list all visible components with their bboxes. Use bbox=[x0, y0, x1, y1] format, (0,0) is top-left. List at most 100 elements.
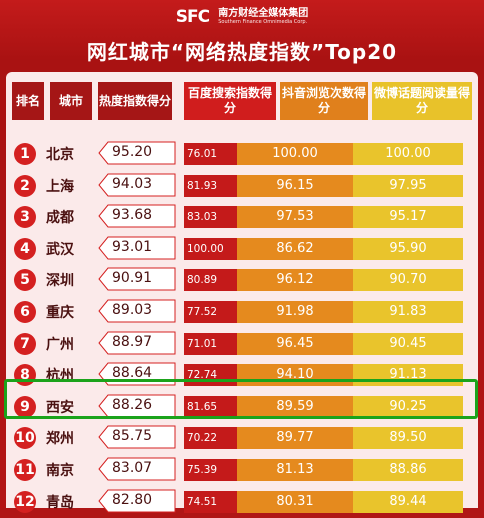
page-title: 网红城市“网络热度指数”Top20 bbox=[86, 40, 398, 64]
city-name: 北京 bbox=[46, 147, 74, 163]
baidu-score-bar: 81.93 bbox=[184, 174, 237, 197]
logo-name-en: Southern Finance Omnimedia Corp. bbox=[218, 19, 308, 25]
baidu-score-bar: 74.51 bbox=[184, 490, 237, 513]
weibo-score-bar: 91.83 bbox=[353, 301, 463, 323]
douyin-score-bar: 97.53 bbox=[237, 206, 353, 229]
city-name: 深圳 bbox=[46, 273, 74, 290]
weibo-score-bar: 90.25 bbox=[353, 395, 463, 418]
weibo-score-bar: 89.44 bbox=[353, 490, 463, 513]
table-header: 排名 城市 热度指数得分 百度搜索指数得分 抖音浏览次数得分 微博话题阅读量得分 bbox=[6, 72, 478, 130]
heat-score-tag: 93.68 bbox=[98, 204, 176, 228]
heat-score: 85.75 bbox=[112, 428, 153, 445]
baidu-score-bar: 77.52 bbox=[184, 301, 237, 323]
header-city: 城市 bbox=[50, 82, 92, 120]
table-row: 1 北京 95.20 76.01 100.00 100.00 bbox=[6, 138, 478, 170]
sfc-logo: SFC 南方财经全媒体集团 Southern Finance Omnimedia… bbox=[0, 6, 484, 27]
header-baidu-score: 百度搜索指数得分 bbox=[184, 82, 276, 120]
table-row: 2 上海 94.03 81.93 96.15 97.95 bbox=[6, 170, 478, 202]
douyin-score-bar: 86.62 bbox=[237, 237, 353, 260]
rank-badge: 5 bbox=[14, 269, 36, 292]
rank-badge: 6 bbox=[14, 301, 36, 323]
city-name: 郑州 bbox=[46, 431, 74, 448]
weibo-score-bar: 97.95 bbox=[353, 174, 463, 197]
rank-badge: 7 bbox=[14, 332, 36, 355]
header-rank: 排名 bbox=[12, 82, 44, 120]
douyin-score-bar: 96.15 bbox=[237, 174, 353, 197]
weibo-score-bar: 90.70 bbox=[353, 269, 463, 292]
baidu-score-bar: 81.65 bbox=[184, 395, 237, 418]
tag-outline-icon bbox=[98, 267, 176, 291]
baidu-score-bar: 76.01 bbox=[184, 143, 237, 165]
table-row: 3 成都 93.68 83.03 97.53 95.17 bbox=[6, 201, 478, 233]
header-weibo-score: 微博话题阅读量得分 bbox=[372, 82, 472, 120]
ranking-table: 排名 城市 热度指数得分 百度搜索指数得分 抖音浏览次数得分 微博话题阅读量得分… bbox=[6, 72, 478, 513]
tag-outline-icon bbox=[98, 173, 176, 197]
tag-outline-icon bbox=[98, 425, 176, 449]
douyin-score-bar: 96.12 bbox=[237, 269, 353, 292]
heat-score: 94.03 bbox=[112, 175, 153, 192]
heat-score-tag: 95.20 bbox=[98, 141, 176, 165]
heat-score-tag: 88.97 bbox=[98, 331, 176, 355]
table-row: 9 西安 88.26 81.65 89.59 90.25 bbox=[6, 391, 478, 423]
douyin-score-bar: 80.31 bbox=[237, 490, 353, 513]
logo-mark: SFC bbox=[175, 6, 210, 27]
table-row: 4 武汉 93.01 100.00 86.62 95.90 bbox=[6, 233, 478, 265]
logo-name-cn: 南方财经全媒体集团 bbox=[218, 8, 309, 19]
heat-score: 90.91 bbox=[112, 270, 153, 287]
weibo-score-bar: 95.17 bbox=[353, 206, 463, 229]
baidu-score-bar: 70.22 bbox=[184, 427, 237, 450]
rank-badge: 1 bbox=[14, 143, 36, 165]
douyin-score-bar: 100.00 bbox=[237, 143, 353, 165]
tag-outline-icon bbox=[98, 204, 176, 228]
heat-score-tag: 89.03 bbox=[98, 299, 176, 323]
table-row: 5 深圳 90.91 80.89 96.12 90.70 bbox=[6, 264, 478, 296]
heat-score: 88.26 bbox=[112, 396, 153, 413]
city-name: 青岛 bbox=[46, 494, 74, 511]
city-name: 南京 bbox=[46, 463, 74, 479]
heat-score-tag: 94.03 bbox=[98, 173, 176, 197]
douyin-score-bar: 81.13 bbox=[237, 459, 353, 481]
baidu-score-bar: 80.89 bbox=[184, 269, 237, 292]
heat-score: 95.20 bbox=[112, 144, 153, 160]
header-heat-score: 热度指数得分 bbox=[98, 82, 172, 120]
heat-score: 88.64 bbox=[112, 365, 153, 382]
table-row: 6 重庆 89.03 77.52 91.98 91.83 bbox=[6, 296, 478, 328]
tag-outline-icon bbox=[98, 299, 176, 323]
rank-badge: 12 bbox=[14, 490, 36, 513]
city-name: 武汉 bbox=[46, 241, 74, 258]
heat-score-tag: 93.01 bbox=[98, 236, 176, 260]
heat-score-tag: 82.80 bbox=[98, 489, 176, 513]
rank-badge: 11 bbox=[14, 459, 36, 481]
heat-score: 89.03 bbox=[112, 302, 153, 318]
heat-score-tag: 85.75 bbox=[98, 425, 176, 449]
baidu-score-bar: 71.01 bbox=[184, 332, 237, 355]
table-row: 7 广州 88.97 71.01 96.45 90.45 bbox=[6, 328, 478, 360]
city-name: 西安 bbox=[46, 399, 74, 416]
highlight-box bbox=[4, 379, 478, 419]
city-name: 成都 bbox=[46, 210, 74, 227]
rank-badge: 9 bbox=[14, 395, 36, 418]
tag-outline-icon bbox=[98, 236, 176, 260]
tag-outline-icon bbox=[98, 331, 176, 355]
header-douyin-score: 抖音浏览次数得分 bbox=[280, 82, 368, 120]
rank-badge: 3 bbox=[14, 206, 36, 229]
baidu-score-bar: 100.00 bbox=[184, 237, 237, 260]
heat-score-tag: 88.26 bbox=[98, 394, 176, 418]
douyin-score-bar: 89.77 bbox=[237, 427, 353, 450]
baidu-score-bar: 75.39 bbox=[184, 459, 237, 481]
douyin-score-bar: 89.59 bbox=[237, 395, 353, 418]
weibo-score-bar: 89.50 bbox=[353, 427, 463, 450]
weibo-score-bar: 90.45 bbox=[353, 332, 463, 355]
douyin-score-bar: 96.45 bbox=[237, 332, 353, 355]
heat-score-tag: 83.07 bbox=[98, 457, 176, 481]
heat-score: 82.80 bbox=[112, 491, 153, 508]
douyin-score-bar: 91.98 bbox=[237, 301, 353, 323]
tag-outline-icon bbox=[98, 141, 176, 165]
city-name: 广州 bbox=[46, 336, 74, 353]
weibo-score-bar: 100.00 bbox=[353, 143, 463, 165]
baidu-score-bar: 83.03 bbox=[184, 206, 237, 229]
rank-badge: 4 bbox=[14, 237, 36, 260]
city-name: 上海 bbox=[46, 178, 74, 195]
heat-score-tag: 90.91 bbox=[98, 267, 176, 291]
